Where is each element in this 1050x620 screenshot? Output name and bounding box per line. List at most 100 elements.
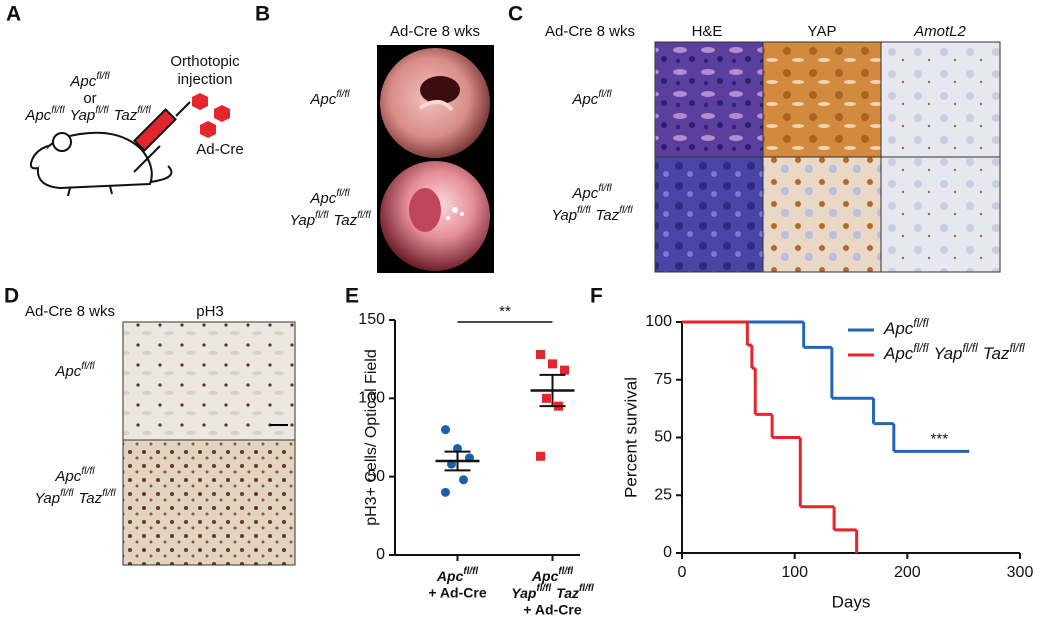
x-axis-label: Days [832,592,871,611]
x-tick-label: + Ad-Cre [523,602,581,618]
gene-superscript: fl/fl [102,487,116,499]
gene-superscript: fl/fl [579,583,594,594]
column-header: H&E [692,23,723,40]
gene-name: Taz [983,344,1010,363]
gene-name: Yap [34,490,60,507]
data-point [560,365,569,375]
y-tick-label: 100 [358,390,385,407]
gene-name: Yap [551,207,577,224]
data-point [459,475,468,485]
gene-name: Yap [511,585,537,601]
error-bar [539,373,566,408]
x-tick-label: + Ad-Cre [428,585,486,601]
endoscopy-images [377,45,494,273]
genotype-label: Apcfl/fl [531,566,573,584]
y-tick-label: 0 [376,546,385,563]
genotype-label: Apcfl/fl [883,316,929,338]
genotype-label: Apcfl/fl [436,566,478,584]
data-point [548,359,557,369]
virus-icons [192,93,230,138]
gene-name: Apc [309,91,336,108]
y-tick-label: 50 [367,468,385,485]
gene-superscript: fl/fl [913,341,929,355]
genotype-label: Apcfl/fl [54,360,95,380]
genotype-label: Yapfl/fl Tazfl/fl [34,487,116,507]
genotype-label: Yapfl/fl Tazfl/fl [511,583,594,601]
panel-letter: C [508,3,523,26]
gene-name: Apc [54,363,81,380]
panel-letter: B [255,3,270,26]
gene-superscript: fl/fl [315,209,329,221]
gene-name: Taz [114,107,138,124]
histology-grid [654,41,1001,273]
gene-superscript: fl/fl [137,104,151,116]
data-point [536,451,545,461]
panel-header: Ad-Cre 8 wks [25,303,115,320]
gene-name: Apc [531,568,559,584]
gene-superscript: fl/fl [463,566,478,577]
gene-name: Yap [934,344,963,363]
genotype-label: Apcfl/fl [309,187,350,207]
gene-name: Apc [883,344,914,363]
gene-superscript: fl/fl [96,70,110,82]
genotype-label: Apcfl/fl Yapfl/fl Tazfl/fl [24,104,151,124]
gene-superscript: fl/fl [913,316,929,330]
gene-superscript: fl/fl [963,341,979,355]
gene-superscript: fl/fl [558,566,573,577]
syringe [133,101,191,173]
panel-header: Ad-Cre 8 wks [545,23,635,40]
genotype-label: Apcfl/fl Yapfl/fl Tazfl/fl [883,341,1025,363]
x-tick-label: 100 [781,564,808,581]
gene-name: Taz [78,490,102,507]
genotype-label: Apcfl/fl [571,182,612,202]
panel-letter: A [6,3,21,26]
gene-name: Apc [309,190,336,207]
y-tick-label: 50 [654,429,672,446]
gene-name: Apc [883,319,914,338]
panel-header: Ad-Cre 8 wks [390,23,480,40]
gene-name: Apc [571,185,598,202]
gene-superscript: fl/fl [598,182,612,194]
y-tick-label: 75 [654,371,672,388]
column-header: AmotL2 [913,23,966,40]
column-header: YAP [808,23,837,40]
gene-superscript: fl/fl [60,487,74,499]
y-axis-label: pH3+ Cells/ Optical Field [363,349,380,526]
gene-name: Apc [24,107,51,124]
y-tick-label: 150 [358,311,385,328]
gene-superscript: fl/fl [577,204,591,216]
gene-superscript: fl/fl [95,104,109,116]
gene-name: Taz [556,585,579,601]
y-axis-label: Percent survival [621,377,640,498]
gene-superscript: fl/fl [619,204,633,216]
mouse [29,131,173,197]
injection-label: Orthotopic [170,53,240,70]
gene-name: Apc [69,73,96,90]
genotype-label: Apcfl/fl [571,88,612,108]
x-tick-label: 200 [894,564,921,581]
gene-superscript: fl/fl [81,360,95,372]
genotype-label: Yapfl/fl Tazfl/fl [289,209,371,229]
column-header: pH3 [196,303,224,320]
connector: or [83,90,96,107]
gene-name: Apc [571,91,598,108]
gene-superscript: fl/fl [336,187,350,199]
gene-name: Apc [54,468,81,485]
gene-superscript: fl/fl [1009,341,1025,355]
y-tick-label: 25 [654,486,672,503]
genotype-label: Yapfl/fl Tazfl/fl [551,204,633,224]
gene-superscript: fl/fl [536,583,551,594]
gene-name: Yap [70,107,96,124]
genotype-label: Apcfl/fl [54,465,95,485]
gene-name: Apc [436,568,464,584]
gene-superscript: fl/fl [336,88,350,100]
significance-label: ** [499,303,511,320]
y-tick-label: 100 [645,313,672,330]
significance-label: *** [931,430,949,447]
panel-letter: E [345,285,359,308]
gene-name: Yap [289,212,315,229]
y-tick-label: 0 [663,544,672,561]
gene-superscript: fl/fl [51,104,65,116]
panel-letter: F [590,285,603,308]
